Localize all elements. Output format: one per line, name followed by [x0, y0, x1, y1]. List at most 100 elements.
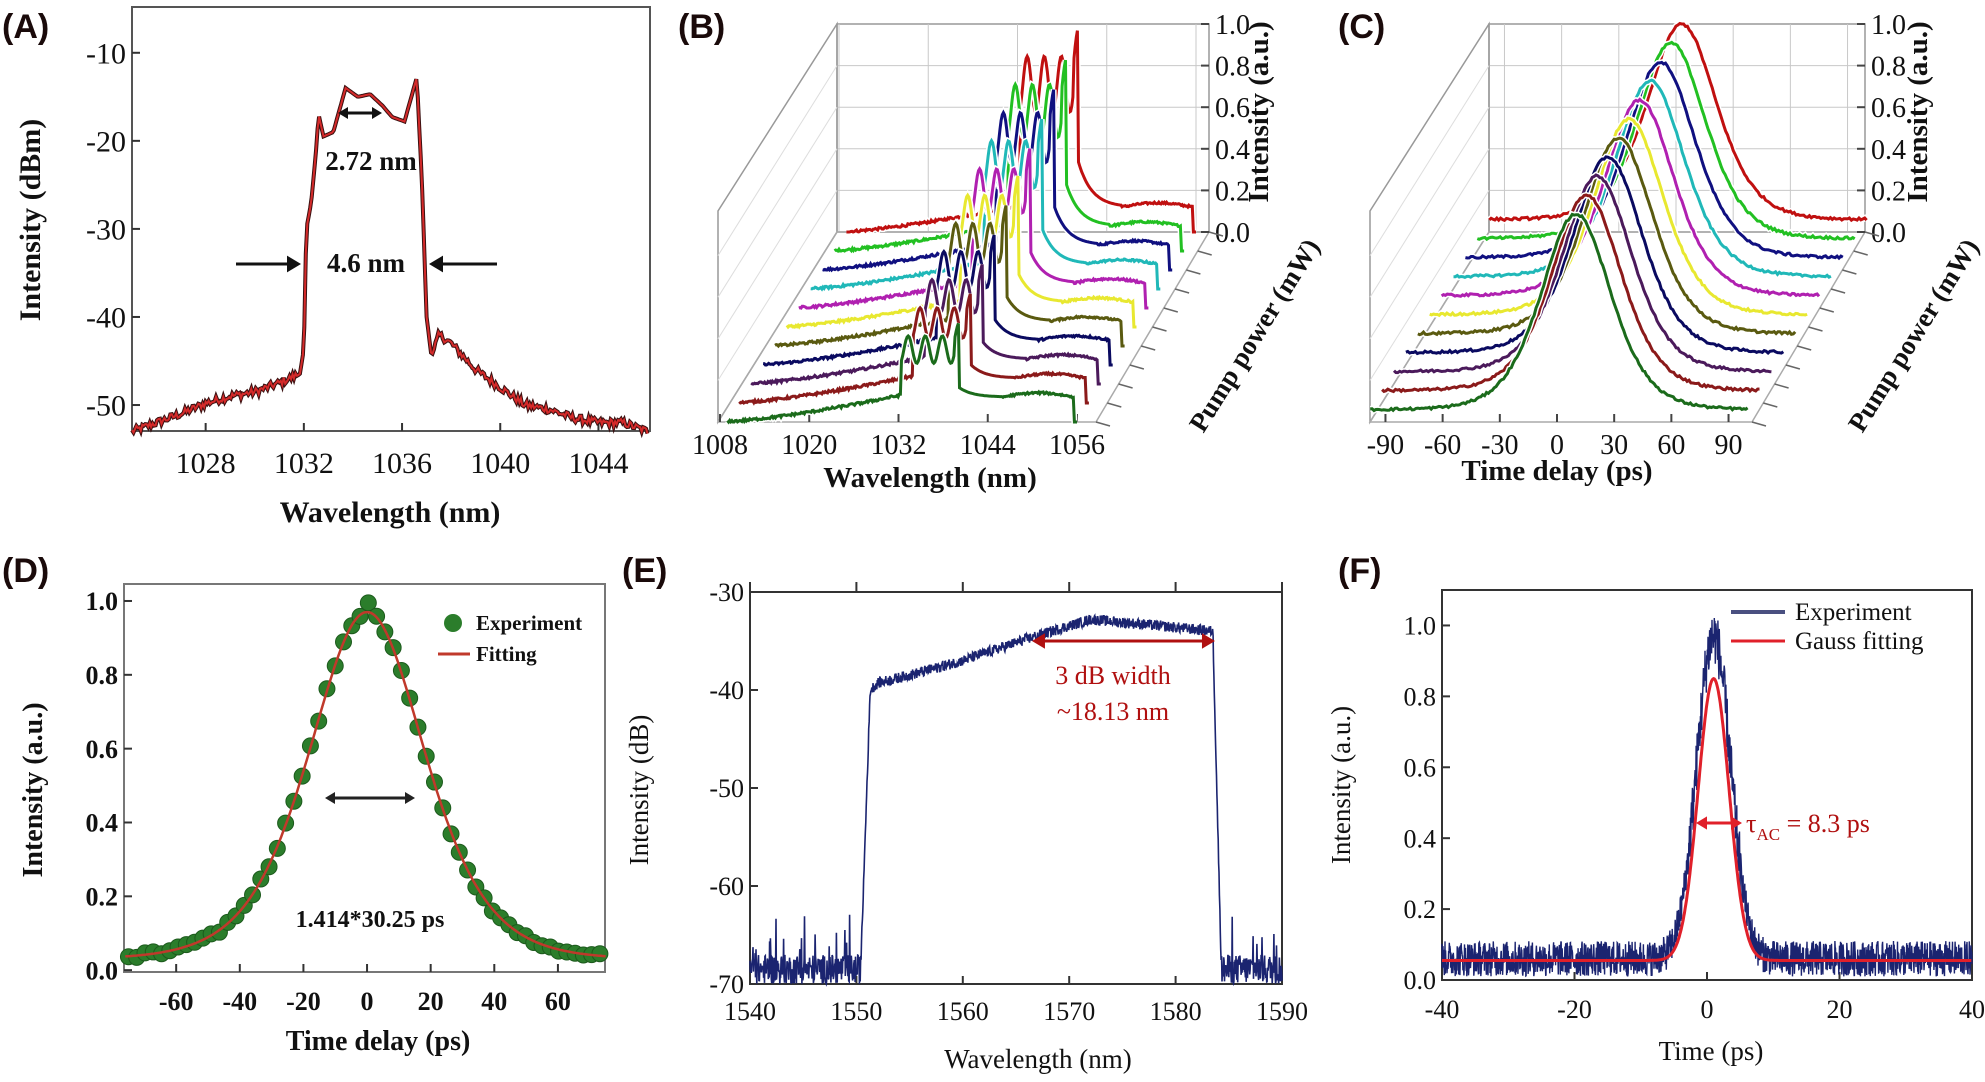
e-ylabel: Intensity (dB) — [624, 715, 654, 866]
b-xtick-label: 1044 — [960, 430, 1016, 461]
c-ztick — [1796, 345, 1812, 351]
d-fit-line — [125, 610, 606, 958]
d-width-annotation: 1.414*30.25 ps — [296, 907, 445, 933]
b-series-line — [762, 234, 1113, 367]
a-xtick-label: 1040 — [470, 447, 530, 480]
c-ytick-label: 0.0 — [1871, 218, 1906, 249]
b-ztick — [1107, 402, 1122, 408]
b-xtick-label: 1020 — [781, 430, 837, 461]
e-xlabel: Wavelength (nm) — [944, 1044, 1132, 1074]
e-3db-label: 3 dB width — [1055, 661, 1171, 690]
d-xtick-label: 0 — [361, 987, 374, 1016]
c-ztick — [1751, 421, 1767, 427]
d-fwhm-arrow-left — [325, 792, 335, 804]
e-xtick-label: 1540 — [724, 997, 776, 1026]
panel-label-a: (A) — [2, 8, 49, 46]
d-legend-experiment: Experiment — [476, 611, 582, 635]
b-ztick — [1208, 231, 1224, 237]
f-ytick-label: 1.0 — [1404, 612, 1437, 641]
f-xlabel: Time (ps) — [1659, 1036, 1764, 1066]
b-grid-side — [717, 65, 838, 256]
d-experiment-point — [591, 945, 609, 963]
c-zlabel: Pump power (mW) — [1842, 233, 1985, 437]
c-ztick — [1774, 383, 1789, 389]
c-grid-side — [1369, 190, 1490, 381]
d-plot-frame — [123, 583, 606, 973]
f-xtick-label: 40 — [1959, 995, 1985, 1024]
a-inner-arrow-left — [338, 107, 348, 119]
b-series-line — [774, 205, 1125, 349]
c-series-line — [1488, 21, 1868, 223]
c-grid-side — [1369, 65, 1490, 256]
c-ztick — [1853, 250, 1868, 256]
f-tau-symbol: τ — [1746, 809, 1756, 838]
b-xtick-label: 1056 — [1049, 430, 1105, 461]
b-ztick — [1118, 383, 1133, 389]
b-ztick — [1197, 250, 1212, 256]
e-ytick-label: -70 — [709, 970, 744, 999]
e-3db-arrow-right — [1201, 633, 1215, 649]
b-ztick — [1140, 345, 1156, 351]
f-experiment-line — [1441, 617, 1973, 978]
c-ztick — [1763, 402, 1778, 408]
f-legend-gauss: Gauss fitting — [1795, 628, 1924, 655]
panel-label-c: (C) — [1338, 8, 1385, 46]
d-legend-experiment-marker — [444, 614, 462, 632]
e-ytick-label: -50 — [709, 774, 744, 803]
b-ztick — [1095, 421, 1111, 427]
a-ytick-label: -20 — [86, 125, 126, 158]
d-xtick-label: 20 — [418, 987, 444, 1016]
f-xtick-label: 0 — [1701, 995, 1714, 1024]
a-xtick-label: 1036 — [372, 447, 432, 480]
c-ytick-label: 0.6 — [1871, 93, 1906, 124]
d-ytick-label: 0.4 — [86, 809, 119, 838]
a-xlabel: Wavelength (nm) — [280, 496, 501, 529]
c-series-line — [1476, 40, 1856, 242]
a-spectrum-line — [131, 78, 649, 435]
e-xtick-label: 1550 — [830, 997, 882, 1026]
f-tau-arrow-left — [1696, 816, 1707, 830]
a-plot-frame — [131, 6, 651, 432]
b-xtick-label: 1032 — [871, 430, 927, 461]
b-ytick-label: 1.0 — [1215, 10, 1250, 41]
e-plot-frame — [749, 591, 1283, 985]
a-inner-width-label: 2.72 nm — [325, 146, 417, 176]
b-ztick — [1129, 364, 1145, 370]
c-xtick-label: 60 — [1657, 430, 1685, 461]
d-ytick-label: 0.2 — [86, 882, 119, 911]
b-ytick-label: 0.6 — [1215, 93, 1250, 124]
d-xtick-label: 60 — [545, 987, 571, 1016]
a-outer-arrow-left-head — [287, 255, 301, 273]
c-xtick-label: -30 — [1481, 430, 1518, 461]
f-ylabel: Intensity (a.u.) — [1326, 706, 1356, 864]
b-xtick-label: 1008 — [692, 430, 748, 461]
d-xtick-label: -40 — [222, 987, 257, 1016]
c-series-line — [1440, 97, 1821, 298]
panel-label-d: (D) — [2, 552, 49, 590]
e-3db-value: ~18.13 nm — [1057, 697, 1169, 726]
c-xtick-label: 0 — [1550, 430, 1564, 461]
e-ytick-label: -40 — [709, 676, 744, 705]
d-xtick-label: -60 — [159, 987, 194, 1016]
f-xtick-label: 20 — [1827, 995, 1853, 1024]
a-ytick-label: -40 — [86, 301, 126, 334]
c-left-wall — [1369, 21, 1490, 425]
f-ytick-label: 0.4 — [1404, 824, 1437, 853]
e-3db-arrow-left — [1031, 633, 1045, 649]
d-ytick-label: 1.0 — [86, 587, 119, 616]
c-grid-side — [1369, 106, 1490, 298]
a-inner-arrow-right — [372, 107, 382, 119]
c-xtick-label: 90 — [1715, 430, 1743, 461]
a-outer-width-label: 4.6 nm — [327, 248, 406, 278]
b-ylabel: Intensity (a.u.) — [1243, 21, 1275, 202]
d-experiment-point — [359, 594, 377, 612]
b-xlabel: Wavelength (nm) — [823, 462, 1036, 494]
d-ylabel: Intensity (a.u.) — [18, 702, 49, 877]
c-series-line — [1370, 212, 1749, 413]
c-ztick — [1819, 307, 1835, 313]
b-series-line — [726, 322, 1077, 425]
b-series-line — [798, 148, 1149, 311]
b-ytick-label: 0.2 — [1215, 176, 1250, 207]
b-series-line — [822, 89, 1173, 273]
e-spectrum-line — [749, 613, 1283, 987]
